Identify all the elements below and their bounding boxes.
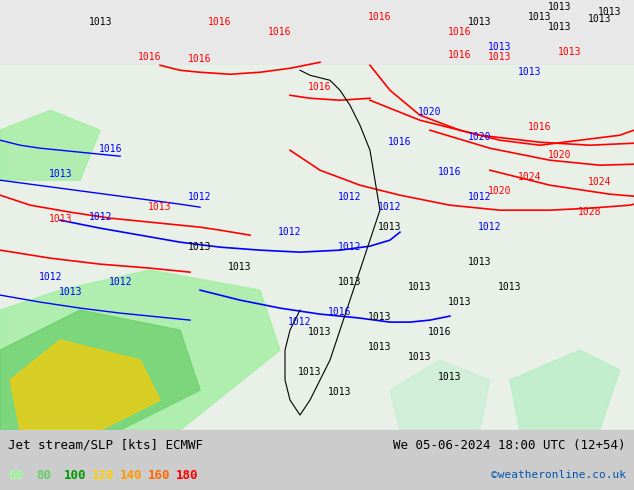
Text: 1013: 1013 — [468, 17, 491, 27]
Text: 1013: 1013 — [228, 262, 252, 272]
Polygon shape — [10, 340, 160, 430]
Bar — [0, 430, 634, 490]
Text: 1013: 1013 — [328, 387, 352, 397]
Text: 1016: 1016 — [209, 17, 232, 27]
Text: 1012: 1012 — [338, 242, 362, 252]
Text: 1024: 1024 — [518, 172, 541, 182]
Text: 1013: 1013 — [548, 2, 572, 12]
Text: 1013: 1013 — [408, 282, 432, 292]
Text: 1016: 1016 — [328, 307, 352, 317]
Bar — [0, 0, 634, 65]
Text: 1016: 1016 — [438, 167, 462, 177]
Text: 1016: 1016 — [448, 50, 472, 60]
Text: 1012: 1012 — [188, 192, 212, 202]
Text: 1012: 1012 — [378, 202, 402, 212]
Text: 1016: 1016 — [368, 12, 392, 22]
Text: 1013: 1013 — [188, 242, 212, 252]
Polygon shape — [390, 360, 490, 430]
Text: 100: 100 — [64, 468, 87, 482]
Text: 1016: 1016 — [98, 144, 122, 154]
Text: 120: 120 — [92, 468, 115, 482]
Text: 1013: 1013 — [368, 342, 392, 352]
Bar — [0, 65, 634, 430]
Text: 1013: 1013 — [408, 352, 432, 362]
Text: 140: 140 — [120, 468, 143, 482]
Text: 1016: 1016 — [268, 27, 292, 37]
Text: 1020: 1020 — [488, 186, 512, 196]
Text: Jet stream/SLP [kts] ECMWF: Jet stream/SLP [kts] ECMWF — [8, 439, 203, 451]
Polygon shape — [0, 310, 200, 430]
Text: 60: 60 — [8, 468, 23, 482]
Polygon shape — [0, 110, 100, 180]
Polygon shape — [510, 350, 620, 430]
Text: 1012: 1012 — [288, 317, 312, 327]
Text: 160: 160 — [148, 468, 171, 482]
Text: 1013: 1013 — [498, 282, 522, 292]
Polygon shape — [0, 270, 280, 430]
Text: 1020: 1020 — [468, 132, 491, 142]
Text: 1013: 1013 — [58, 287, 82, 297]
Text: 1012: 1012 — [108, 277, 132, 287]
Text: 1013: 1013 — [588, 14, 612, 24]
Text: ©weatheronline.co.uk: ©weatheronline.co.uk — [491, 470, 626, 480]
Text: 1016: 1016 — [138, 52, 162, 62]
Text: 1016: 1016 — [188, 54, 212, 64]
Text: 1013: 1013 — [298, 367, 321, 377]
Text: 1012: 1012 — [478, 222, 501, 232]
Text: 1028: 1028 — [578, 207, 602, 217]
Text: 1013: 1013 — [438, 372, 462, 382]
Text: 1013: 1013 — [488, 52, 512, 62]
Text: 1013: 1013 — [558, 47, 581, 57]
Text: 80: 80 — [36, 468, 51, 482]
Text: 1013: 1013 — [448, 297, 472, 307]
Text: 1013: 1013 — [528, 12, 552, 22]
Text: 1012: 1012 — [338, 192, 362, 202]
Text: 1013: 1013 — [88, 17, 112, 27]
Text: 1013: 1013 — [148, 202, 172, 212]
Bar — [0, 65, 634, 430]
Text: 1012: 1012 — [88, 212, 112, 222]
Text: 1012: 1012 — [39, 272, 62, 282]
Text: 1013: 1013 — [308, 327, 332, 337]
Text: 1024: 1024 — [588, 177, 612, 187]
Text: 1020: 1020 — [548, 150, 572, 160]
Text: We 05-06-2024 18:00 UTC (12+54): We 05-06-2024 18:00 UTC (12+54) — [393, 439, 626, 451]
Text: 1013: 1013 — [338, 277, 362, 287]
Text: 1013: 1013 — [368, 312, 392, 322]
Text: 1013: 1013 — [48, 169, 72, 179]
Text: 1013: 1013 — [598, 7, 621, 17]
Text: 1016: 1016 — [388, 137, 411, 147]
Text: 1016: 1016 — [528, 122, 552, 132]
Text: 1013: 1013 — [468, 257, 491, 267]
Text: 1013: 1013 — [518, 67, 541, 77]
Text: 1013: 1013 — [378, 222, 402, 232]
Text: 1013: 1013 — [48, 214, 72, 224]
Text: 1020: 1020 — [418, 107, 442, 117]
Text: 1013: 1013 — [488, 42, 512, 52]
Text: 1016: 1016 — [308, 82, 332, 92]
Text: 1013: 1013 — [548, 22, 572, 32]
Text: 1012: 1012 — [468, 192, 491, 202]
Text: 1016: 1016 — [428, 327, 451, 337]
Text: 1012: 1012 — [278, 227, 302, 237]
Text: 1016: 1016 — [448, 27, 472, 37]
Text: 180: 180 — [176, 468, 198, 482]
